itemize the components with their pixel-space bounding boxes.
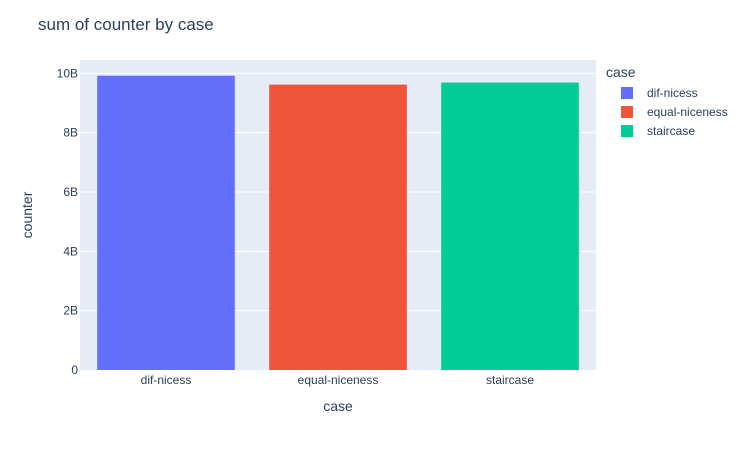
legend-swatch <box>621 87 633 99</box>
chart-title: sum of counter by case <box>38 15 214 34</box>
x-axis-title: case <box>323 398 353 414</box>
y-tick-label: 10B <box>57 66 78 80</box>
legend-item-label: equal-niceness <box>647 105 728 119</box>
legend-swatch <box>621 106 633 118</box>
bar-equal-niceness <box>269 84 407 370</box>
y-tick-label: 8B <box>63 126 78 140</box>
y-axis-ticks: 0 2B 4B 6B 8B 10B <box>57 66 79 377</box>
bars <box>97 75 579 371</box>
y-tick-label: 0 <box>71 363 78 377</box>
legend: case dif-nicess equal-niceness staircase <box>606 64 728 138</box>
x-tick-label: staircase <box>486 373 534 387</box>
legend-item-label: dif-nicess <box>647 86 698 100</box>
bar-dif-nicess <box>97 75 235 371</box>
legend-item-label: staircase <box>647 124 695 138</box>
legend-title: case <box>606 64 636 80</box>
legend-swatch <box>621 125 633 137</box>
x-tick-label: dif-nicess <box>141 373 192 387</box>
bar-staircase <box>441 82 579 370</box>
y-tick-label: 6B <box>63 185 78 199</box>
y-axis-title: counter <box>19 191 35 238</box>
x-tick-label: equal-niceness <box>298 373 379 387</box>
y-tick-label: 2B <box>63 304 78 318</box>
y-tick-label: 4B <box>63 244 78 258</box>
x-axis-ticks: dif-nicess equal-niceness staircase <box>141 373 535 387</box>
